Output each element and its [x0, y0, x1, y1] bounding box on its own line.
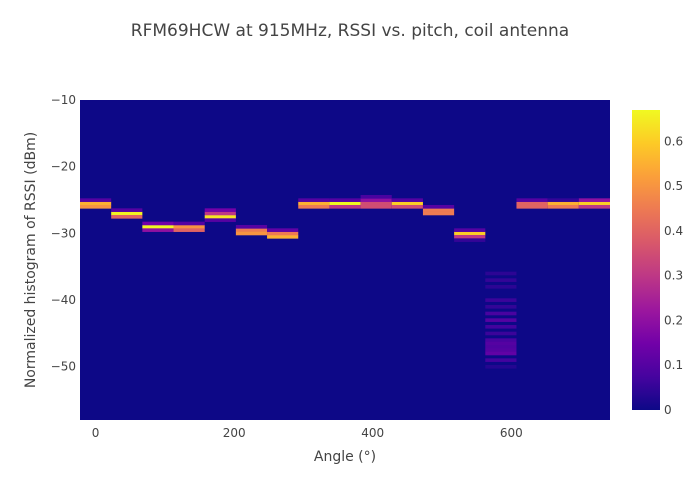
heatmap-cell — [454, 228, 486, 232]
heatmap-cell — [142, 225, 174, 229]
heatmap-cell — [235, 225, 268, 229]
heatmap-cell — [485, 285, 517, 289]
x-tick-label: 0 — [92, 426, 100, 440]
heatmap-cell — [485, 311, 517, 316]
heatmap-cell — [80, 198, 112, 202]
heatmap-cell — [485, 331, 517, 336]
heatmap-cell — [204, 218, 236, 222]
y-axis-title: Normalized histogram of RSSI (dBm) — [23, 132, 39, 388]
y-tick-label: −20 — [51, 160, 76, 174]
y-tick-label: −50 — [51, 360, 76, 374]
heatmap-cell — [454, 231, 486, 236]
heatmap-cell — [547, 205, 579, 209]
heatmap-cell — [578, 205, 610, 209]
heatmap-cell — [329, 205, 361, 209]
y-tick-label: −40 — [51, 293, 76, 307]
heatmap-cell — [485, 358, 517, 362]
heatmap-cell — [173, 225, 205, 229]
colorbar-ticks: 0 0.1 0.2 0.3 0.4 0.5 0.6 — [664, 134, 683, 417]
heatmap-cell — [391, 201, 423, 206]
heatmap-cell — [391, 198, 423, 202]
heatmap-cell — [485, 318, 517, 322]
heatmap-cell — [235, 231, 268, 236]
heatmap-cell — [516, 201, 548, 206]
heatmap-cell — [578, 201, 610, 206]
heatmap-cell — [80, 201, 112, 206]
heatmap-cell — [485, 348, 517, 352]
heatmap-cell — [547, 198, 579, 202]
x-tick-label: 200 — [223, 426, 246, 440]
heatmap-cell — [360, 195, 392, 199]
heatmap-cell — [267, 231, 299, 236]
heatmap-cell — [485, 305, 517, 309]
heatmap-cell — [547, 201, 579, 206]
x-axis-ticks: 0 200 400 600 — [92, 426, 523, 440]
heatmap-cell — [111, 211, 143, 216]
heatmap-cell — [298, 205, 330, 209]
heatmap-cell — [485, 338, 517, 342]
heatmap-cell — [578, 198, 610, 202]
heatmap-cell — [485, 345, 517, 349]
heatmap-cell — [422, 205, 455, 209]
heatmap-cell — [298, 201, 330, 206]
heatmap-cell — [485, 271, 517, 276]
heatmap-cell — [485, 351, 517, 356]
heatmap-cell — [267, 235, 299, 239]
colorbar-tick-label: 0.6 — [664, 134, 683, 148]
heatmap-cell — [485, 365, 517, 369]
heatmap-cell — [80, 205, 112, 209]
colorbar-tick-label: 0.2 — [664, 313, 683, 327]
x-axis-title: Angle (°) — [314, 449, 376, 465]
heatmap-cell — [111, 215, 143, 219]
heatmap-cell — [360, 201, 392, 206]
heatmap-cell — [485, 278, 517, 282]
colorbar-tick-label: 0.5 — [664, 179, 683, 193]
colorbar — [632, 110, 660, 410]
x-tick-label: 600 — [500, 426, 523, 440]
heatmap-cell — [173, 228, 205, 232]
heatmap-cell — [142, 221, 174, 226]
heatmap-cell — [329, 201, 361, 206]
heatmap-cell — [485, 298, 517, 302]
heatmap-cell — [111, 208, 143, 212]
heatmap-cells — [80, 195, 610, 369]
heatmap-cell — [422, 208, 455, 212]
colorbar-tick-label: 0 — [664, 403, 672, 417]
plot-background — [80, 100, 610, 420]
heatmap-cell — [391, 205, 423, 209]
heatmap-cell — [204, 211, 236, 216]
heatmap-cell — [298, 198, 330, 202]
heatmap-cell — [360, 198, 392, 202]
heatmap-cell — [516, 205, 548, 209]
x-tick-label: 400 — [361, 426, 384, 440]
heatmap-cell — [204, 208, 236, 212]
heatmap-cell — [485, 341, 517, 346]
heatmap-cell — [516, 198, 548, 202]
heatmap-cell — [329, 198, 361, 202]
heatmap-cell — [454, 235, 486, 239]
heatmap-cell — [454, 238, 486, 242]
colorbar-tick-label: 0.3 — [664, 269, 683, 283]
colorbar-tick-label: 0.1 — [664, 358, 683, 372]
heatmap-cell — [235, 228, 268, 232]
heatmap-cell — [204, 215, 236, 219]
y-tick-label: −10 — [51, 93, 76, 107]
heatmap-cell — [173, 221, 205, 226]
heatmap-cell — [485, 325, 517, 329]
heatmap-cell — [360, 205, 392, 209]
heatmap-cell — [142, 228, 174, 232]
heatmap-cell — [422, 211, 455, 216]
colorbar-tick-label: 0.4 — [664, 224, 683, 238]
y-tick-label: −30 — [51, 226, 76, 240]
y-axis-ticks: −10 −20 −30 −40 −50 — [51, 93, 76, 374]
chart-title: RFM69HCW at 915MHz, RSSI vs. pitch, coil… — [131, 21, 569, 41]
heatmap-cell — [267, 228, 299, 232]
